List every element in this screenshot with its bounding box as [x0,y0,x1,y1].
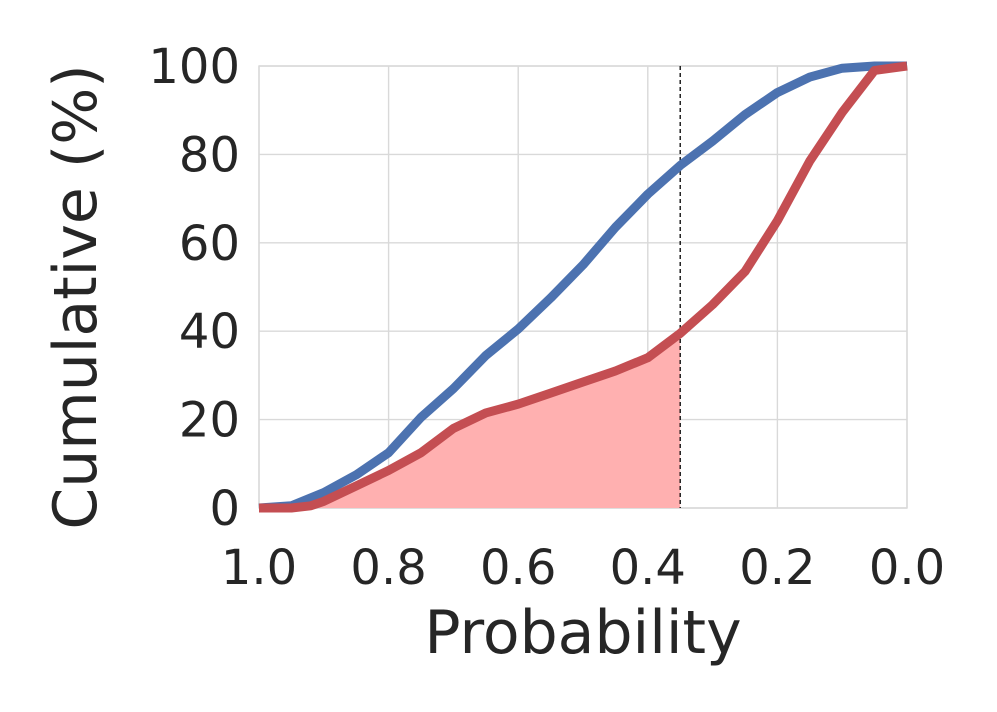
y-axis-title: Cumulative (%) [41,64,111,529]
x-tick-label: 0.0 [869,540,945,596]
x-axis-title: Probability [424,598,741,668]
y-tick-label: 80 [179,127,240,183]
y-tick-label: 40 [179,304,240,360]
y-tick-label: 0 [209,481,240,537]
x-tick-label: 0.4 [610,540,686,596]
y-tick-label: 20 [179,393,240,449]
x-tick-label: 0.6 [480,540,556,596]
y-tick-labels: 0 20 40 60 80 100 [148,39,240,537]
series-lines [258,61,908,513]
blue-series-line [258,61,907,513]
x-tick-label: 0.8 [350,540,426,596]
x-tick-labels: 1.0 0.8 0.6 0.4 0.2 0.0 [221,540,945,596]
y-tick-label: 100 [148,39,240,95]
x-tick-label: 1.0 [221,540,297,596]
red-series-line [259,61,908,513]
x-tick-label: 0.2 [739,540,815,596]
y-tick-label: 60 [179,216,240,272]
